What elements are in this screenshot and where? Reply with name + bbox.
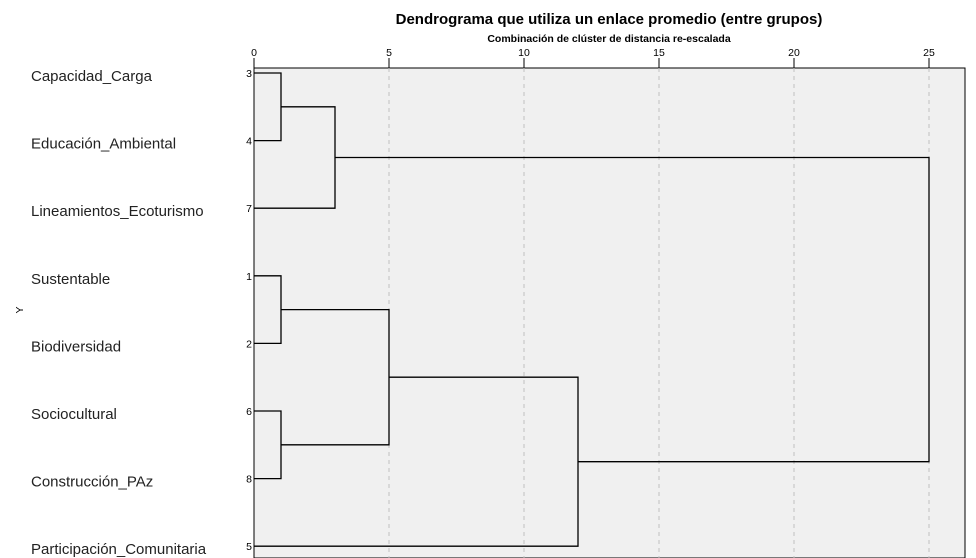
chart-subtitle: Combinación de clúster de distancia re-e… xyxy=(487,33,730,45)
leaf-label: Educación_Ambiental xyxy=(31,136,176,153)
leaf-label: Sustentable xyxy=(31,271,110,288)
merge-link xyxy=(335,156,930,463)
tick-label: 20 xyxy=(788,47,800,59)
plot-area xyxy=(253,67,966,558)
y-axis-label: Y xyxy=(14,306,26,313)
leaf-label: Lineamientos_Ecoturismo xyxy=(31,203,204,220)
leaf-number: 6 xyxy=(246,406,252,418)
leaf-labels: Capacidad_Carga 3 Educación_Ambiental 4 Line… xyxy=(31,68,252,558)
dendrogram-links xyxy=(254,72,930,547)
leaf-number: 8 xyxy=(246,474,252,486)
leaf-number: 1 xyxy=(246,271,252,283)
leaf-label: Capacidad_Carga xyxy=(31,68,153,85)
tick-label: 0 xyxy=(251,47,257,59)
x-axis-ticks: 0 5 10 15 20 25 xyxy=(251,47,935,68)
leaf-label: Biodiversidad xyxy=(31,338,121,355)
leaf-number: 4 xyxy=(246,136,252,148)
tick-label: 25 xyxy=(923,47,935,59)
leaf-number: 2 xyxy=(246,338,252,350)
gridlines xyxy=(388,68,930,558)
leaf-number: 7 xyxy=(246,203,252,215)
leaf-label: Participación_Comunitaria xyxy=(31,541,207,558)
leaf-label: Sociocultural xyxy=(31,406,117,423)
leaf-number: 5 xyxy=(246,541,252,553)
tick-label: 15 xyxy=(653,47,665,59)
tick-label: 5 xyxy=(386,47,392,59)
chart-title: Dendrograma que utiliza un enlace promed… xyxy=(396,11,823,28)
leaf-number: 3 xyxy=(246,68,252,80)
leaf-label: Construcción_PAz xyxy=(31,474,153,491)
tick-label: 10 xyxy=(518,47,530,59)
